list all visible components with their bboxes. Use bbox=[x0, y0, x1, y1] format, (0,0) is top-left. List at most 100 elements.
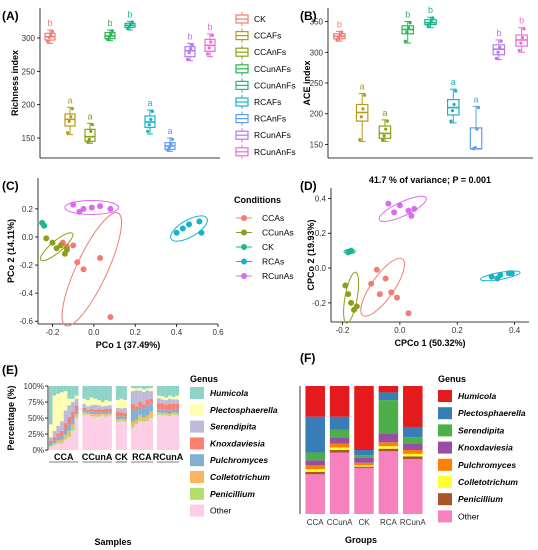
legend-label: Knoxdaviesia bbox=[458, 443, 513, 453]
bar-segment-Knoxdaviesia bbox=[82, 407, 87, 411]
x-tick-label: CCunA bbox=[327, 518, 353, 527]
bar-segment-Penicillium bbox=[171, 413, 176, 415]
scatter-point bbox=[342, 282, 349, 289]
bar-segment-Plectosphaerella bbox=[104, 400, 109, 406]
legend-swatch bbox=[190, 454, 204, 467]
bar-segment-Other bbox=[175, 415, 179, 450]
data-point bbox=[403, 39, 407, 43]
data-point bbox=[335, 38, 339, 42]
series-CK bbox=[343, 247, 356, 256]
bar-segment-Humicola bbox=[97, 386, 101, 401]
data-point bbox=[207, 46, 211, 50]
panel-letter: (F) bbox=[300, 351, 315, 365]
bar-segment-Humicola bbox=[74, 386, 79, 396]
y-axis-title: CPCo 2 (19.93%) bbox=[306, 219, 316, 290]
data-point bbox=[150, 109, 154, 113]
legend-swatch bbox=[438, 458, 452, 471]
data-point bbox=[359, 115, 363, 119]
significance-letter: b bbox=[107, 18, 112, 28]
bar-segment-Colletotrichum bbox=[378, 446, 399, 449]
bar-segment-Colletotrichum bbox=[74, 414, 79, 417]
bar-segment-Colletotrichum bbox=[119, 418, 124, 420]
box-CCAFs: a bbox=[64, 95, 76, 136]
bar-segment-Colletotrichum bbox=[63, 434, 68, 438]
bar-segment-Humicola bbox=[115, 386, 120, 401]
bar-segment-Other bbox=[119, 421, 124, 450]
bar-segment-Colletotrichum bbox=[104, 414, 109, 416]
bar-segment-Other bbox=[104, 416, 109, 450]
bar-segment-Plectosphaerella bbox=[97, 400, 101, 406]
bar-segment-Knoxdaviesia bbox=[138, 402, 142, 408]
bar-segment-Plectosphaerella bbox=[354, 450, 374, 456]
bar-segment-Pulchromyces bbox=[149, 403, 153, 412]
box-rect bbox=[378, 125, 392, 139]
bar-segment-Serendipita bbox=[82, 403, 87, 408]
bar-segment-Penicillium bbox=[156, 413, 161, 415]
panel-letter: (A) bbox=[2, 9, 19, 23]
bar-segment-Pulchromyces bbox=[74, 410, 79, 415]
sample-group-CCunA: CCunA bbox=[82, 386, 113, 463]
data-point bbox=[405, 30, 409, 34]
bar-segment-Other bbox=[100, 415, 105, 450]
scatter-point bbox=[63, 246, 70, 253]
legend-item-Pulchromyces: Pulchromyces bbox=[438, 458, 516, 471]
data-point bbox=[166, 148, 170, 152]
legend-swatch bbox=[438, 476, 452, 488]
bar-segment-Colletotrichum bbox=[354, 465, 374, 467]
confidence-ellipse bbox=[343, 271, 360, 324]
bar-segment-Pulchromyces bbox=[156, 409, 161, 413]
scatter-point bbox=[88, 204, 95, 211]
bar-segment-Knoxdaviesia bbox=[108, 409, 112, 412]
bar-segment-Plectosphaerella bbox=[82, 398, 87, 404]
legend-label: CCAFs bbox=[254, 31, 281, 41]
scatter-point bbox=[388, 289, 395, 296]
bar-segment-Serendipita bbox=[141, 391, 146, 405]
bar-segment-Knoxdaviesia bbox=[130, 403, 135, 410]
bar-segment-Other bbox=[49, 446, 53, 450]
legend-label: Knoxdaviesia bbox=[210, 438, 265, 448]
data-point bbox=[186, 57, 190, 61]
bar-segment-Pulchromyces bbox=[60, 435, 64, 440]
legend-dot bbox=[241, 229, 247, 236]
y-tick-label: 150 bbox=[310, 140, 324, 149]
bar-segment-Other bbox=[52, 444, 57, 450]
bar-segment-Knoxdaviesia bbox=[115, 411, 120, 417]
sample-group-RCunA: RCunA bbox=[153, 386, 184, 463]
bar-segment-Other bbox=[63, 439, 68, 450]
bar-segment-Knoxdaviesia bbox=[145, 400, 150, 406]
bar-segment-Humicola bbox=[56, 386, 61, 394]
significance-letter: a bbox=[147, 98, 152, 108]
bar-segment-Plectosphaerella bbox=[403, 426, 423, 438]
bar-segment-Serendipita bbox=[354, 455, 374, 458]
x-tick-label: RCA bbox=[380, 518, 398, 527]
x-axis-title: Samples bbox=[94, 537, 131, 547]
sample-group-RCA: RCA bbox=[130, 386, 153, 463]
bar-segment-Humicola bbox=[164, 386, 168, 398]
legend-item-Colletotrichum: Colletotrichum bbox=[190, 471, 270, 483]
bar-segment-Humicola bbox=[100, 386, 105, 402]
bar-segment-Humicola bbox=[149, 386, 153, 388]
bar-segment-Penicillium bbox=[141, 419, 146, 422]
scatter-point bbox=[391, 209, 398, 216]
bar-segment-Penicillium bbox=[175, 414, 179, 416]
bar-segment-Colletotrichum bbox=[156, 412, 161, 414]
significance-letter: a bbox=[360, 81, 365, 91]
x-tick-label: RCunA bbox=[400, 518, 426, 527]
legend-label: Colletotrichum bbox=[210, 472, 270, 482]
bar-segment-Pulchromyces bbox=[71, 418, 75, 425]
legend-label: CCunAFs bbox=[254, 64, 291, 74]
bar-segment-Serendipita bbox=[171, 399, 176, 404]
data-point bbox=[209, 40, 213, 44]
bar-segment-Penicillium bbox=[145, 418, 150, 422]
bar-segment-Plectosphaerella bbox=[130, 387, 135, 392]
bar-segment-Knoxdaviesia bbox=[149, 398, 153, 404]
bar-segment-Colletotrichum bbox=[56, 440, 61, 443]
bar-segment-Serendipita bbox=[100, 406, 105, 410]
y-tick-label: 50% bbox=[28, 414, 44, 423]
bar-segment-Other bbox=[305, 474, 325, 514]
bar-segment-Pulchromyces bbox=[104, 412, 109, 415]
panel-letter: (B) bbox=[300, 9, 317, 23]
bar-segment-Pulchromyces bbox=[119, 416, 124, 419]
bar-segment-Knoxdaviesia bbox=[329, 437, 350, 444]
x-tick-label: CCA bbox=[307, 518, 325, 527]
